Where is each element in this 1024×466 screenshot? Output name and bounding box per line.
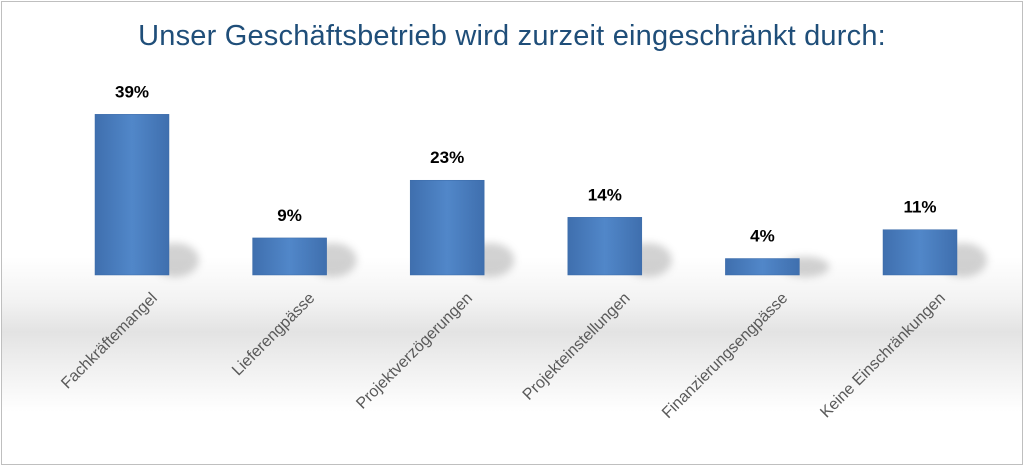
data-label-projektverzoegerungen: 23%	[430, 148, 464, 167]
x-tick-label-keine-einschraenkungen: Keine Einschränkungen	[817, 290, 949, 422]
data-label-projekteinstellungen: 14%	[588, 185, 622, 204]
data-label-finanzierungsengpaesse: 4%	[750, 227, 775, 246]
x-tick-label-finanzierungsengpaesse: Finanzierungsengpässe	[659, 290, 791, 422]
data-label-fachkraeftemangel: 39%	[115, 82, 149, 101]
bar-projekteinstellungen	[567, 217, 643, 276]
data-label-lieferengpaesse: 9%	[277, 206, 302, 225]
x-tick-label-fachkraeftemangel: Fachkräftemangel	[58, 290, 161, 393]
bar-projektverzoegerungen	[409, 179, 485, 276]
x-tick-label-projektverzoegerungen: Projektverzögerungen	[353, 290, 476, 413]
bar-lieferengpaesse	[252, 237, 327, 276]
bar-keine-einschraenkungen	[882, 229, 958, 276]
data-label-keine-einschraenkungen: 11%	[903, 198, 936, 217]
x-tick-label-lieferengpaesse: Lieferengpässe	[229, 290, 318, 379]
x-tick-label-projekteinstellungen: Projekteinstellungen	[520, 290, 634, 404]
bar-finanzierungsengpaesse	[725, 258, 800, 276]
bar-fachkraeftemangel	[94, 114, 170, 276]
chart-title: Unser Geschäftsbetrieb wird zurzeit eing…	[138, 20, 886, 52]
